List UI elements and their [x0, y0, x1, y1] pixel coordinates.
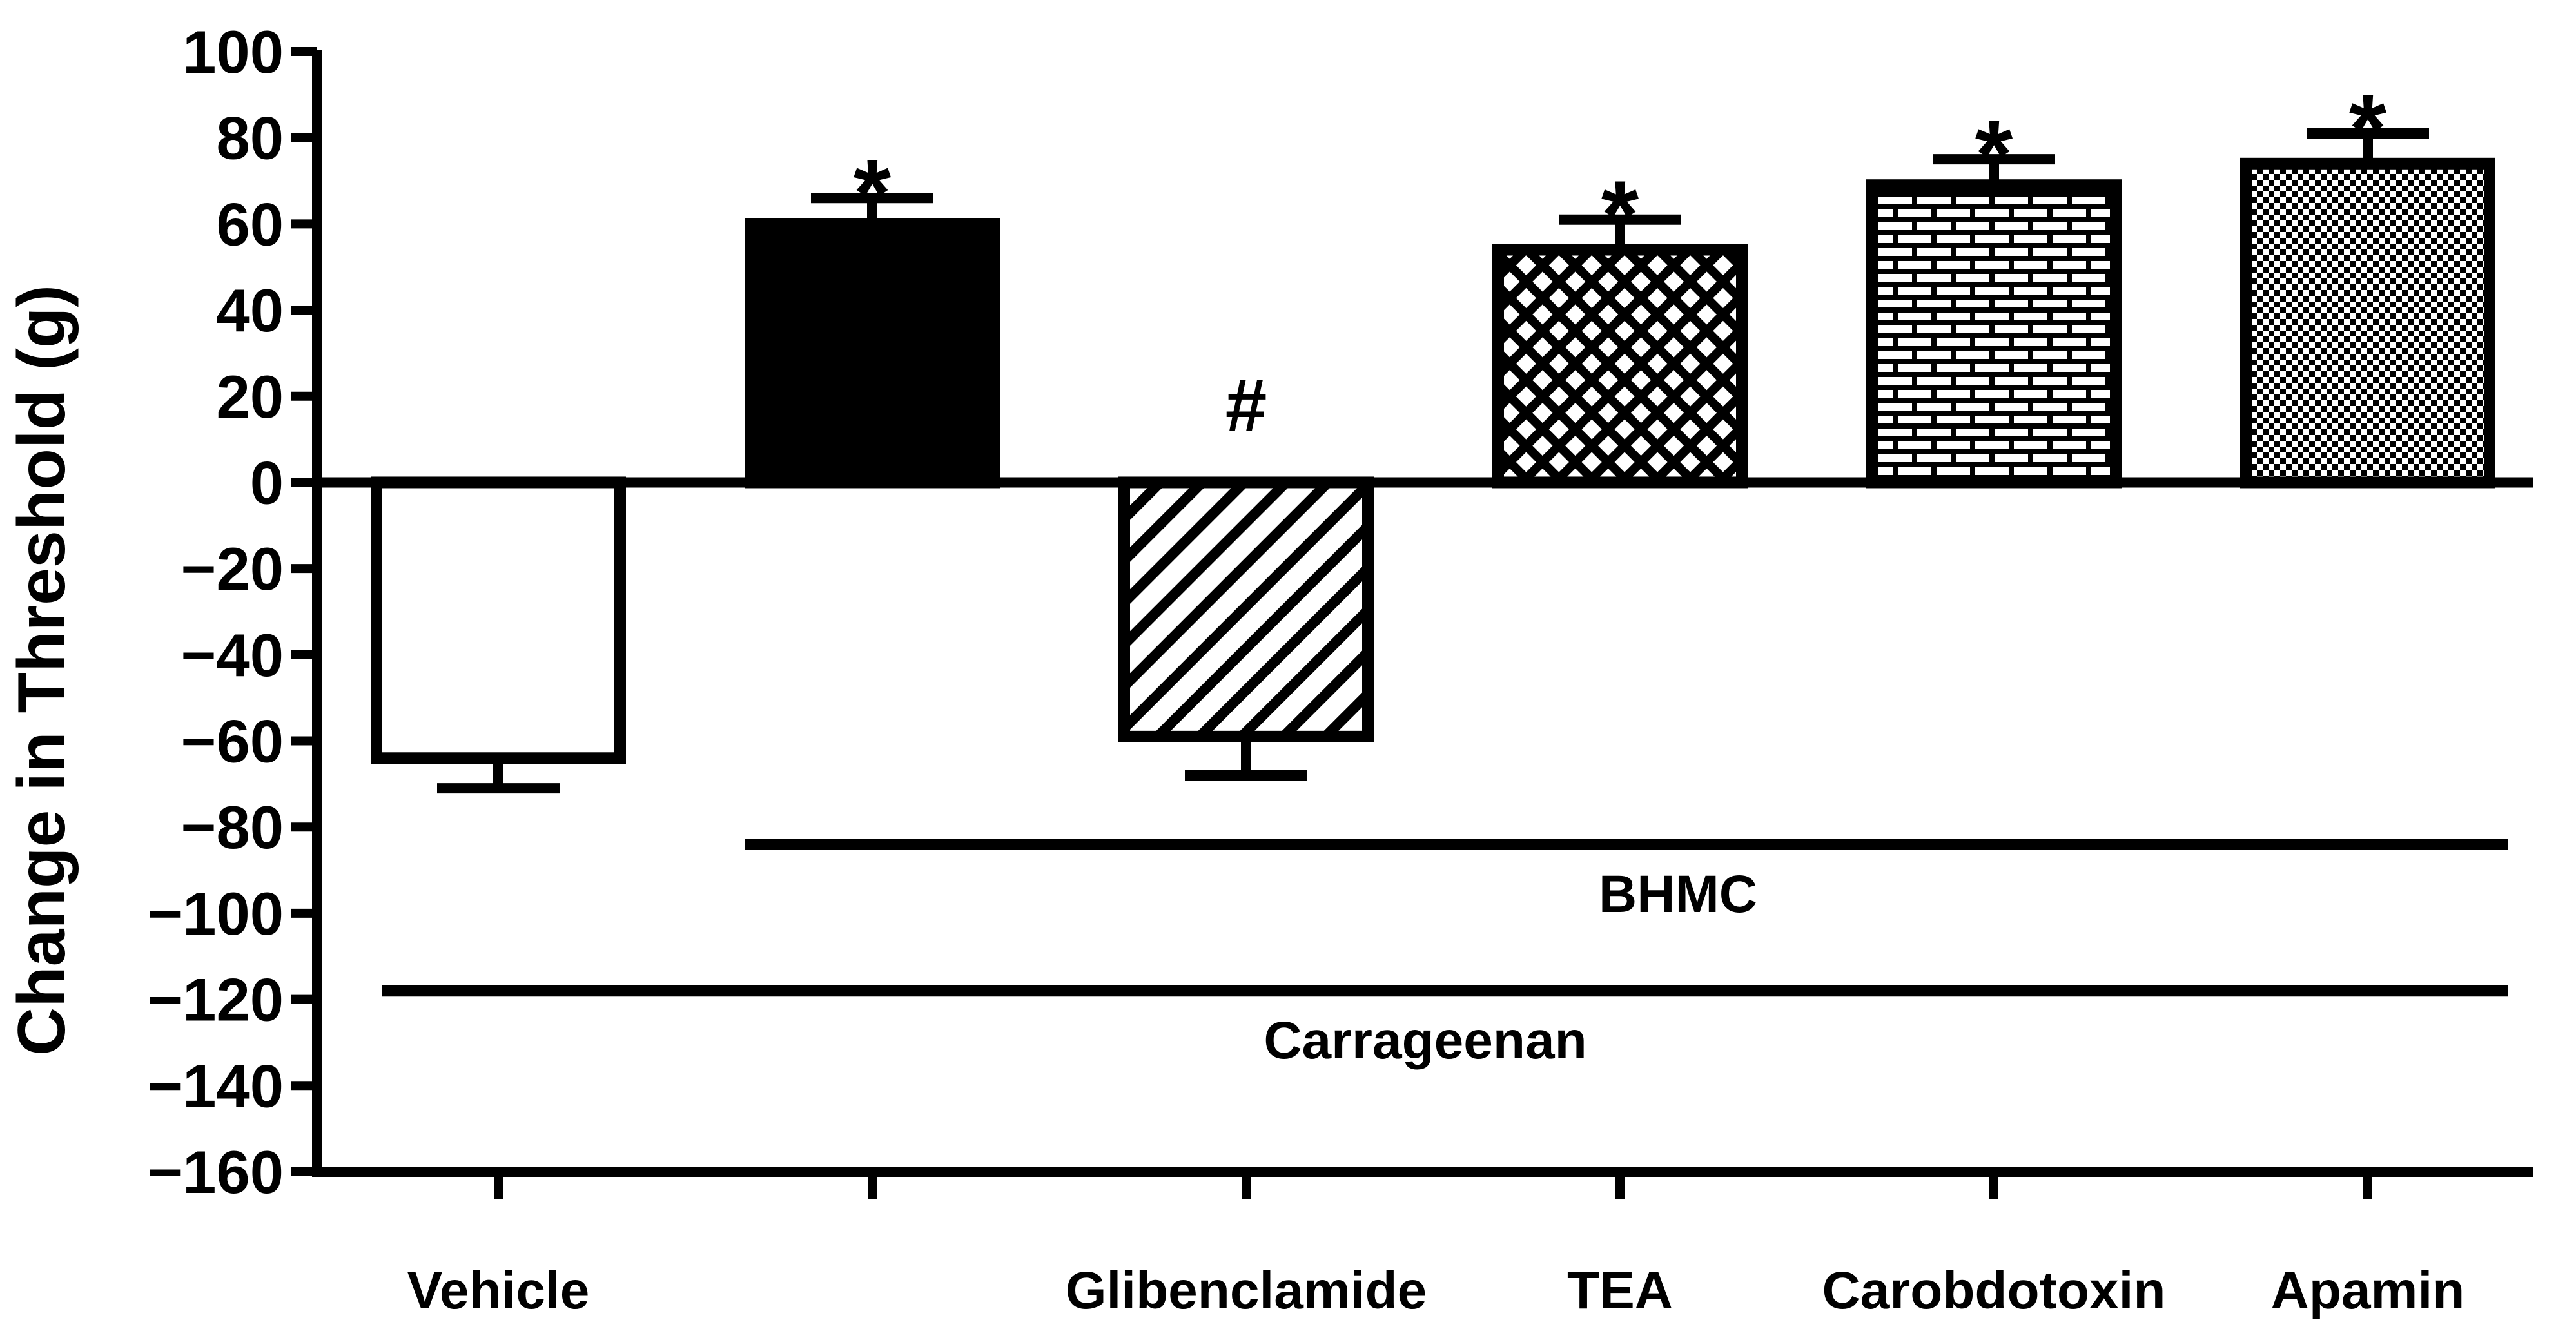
- y-tick-label: 20: [216, 363, 284, 431]
- group-line-label: Carrageenan: [1264, 1011, 1586, 1070]
- significance-marker: *: [1975, 100, 2013, 208]
- y-axis: 100 80 60 40 20 0 −20 −40 −60 −80 −100 −120 −140 −160: [147, 18, 322, 1206]
- y-tick-label: 100: [182, 18, 284, 86]
- bar: [371, 476, 626, 764]
- y-tick-label: 40: [216, 276, 284, 344]
- y-tick-label: 60: [216, 190, 284, 258]
- x-axis: Vehicle Glibenclamide TEA Carobdotoxin Apami…: [312, 1167, 2533, 1320]
- significance-marker: *: [854, 139, 892, 247]
- group-line-label: BHMC: [1599, 865, 1757, 924]
- x-tick-label: Vehicle: [407, 1261, 590, 1320]
- significance-marker: #: [1225, 363, 1267, 447]
- significance-marker: *: [1601, 160, 1639, 269]
- significance-marker: *: [2349, 74, 2387, 182]
- x-tick-label: Carobdotoxin: [1822, 1261, 2166, 1320]
- y-tick-label: −100: [147, 880, 284, 947]
- bar: [1492, 244, 1748, 489]
- bar: [1118, 476, 1374, 742]
- y-tick-label: 80: [216, 104, 284, 172]
- group-lines: BHMC Carrageenan: [382, 838, 2508, 1070]
- y-tick-label: 0: [250, 449, 284, 516]
- bar: [1866, 179, 2122, 489]
- y-tick-label: −140: [147, 1052, 284, 1120]
- x-tick-label: Glibenclamide: [1066, 1261, 1427, 1320]
- x-tick-label: Apamin: [2271, 1261, 2465, 1320]
- bar: [745, 218, 1000, 489]
- y-tick-label: −60: [181, 708, 284, 775]
- y-axis-label: Change in Threshold (g): [5, 285, 79, 1056]
- x-tick-label: TEA: [1567, 1261, 1673, 1320]
- y-tick-label: −80: [181, 793, 284, 861]
- bars: * # * * *: [317, 74, 2533, 794]
- y-tick-label: −20: [181, 535, 284, 603]
- bar: [2240, 157, 2495, 489]
- y-tick-label: −160: [147, 1138, 284, 1206]
- y-tick-label: −120: [147, 966, 284, 1034]
- y-tick-label: −40: [181, 621, 284, 689]
